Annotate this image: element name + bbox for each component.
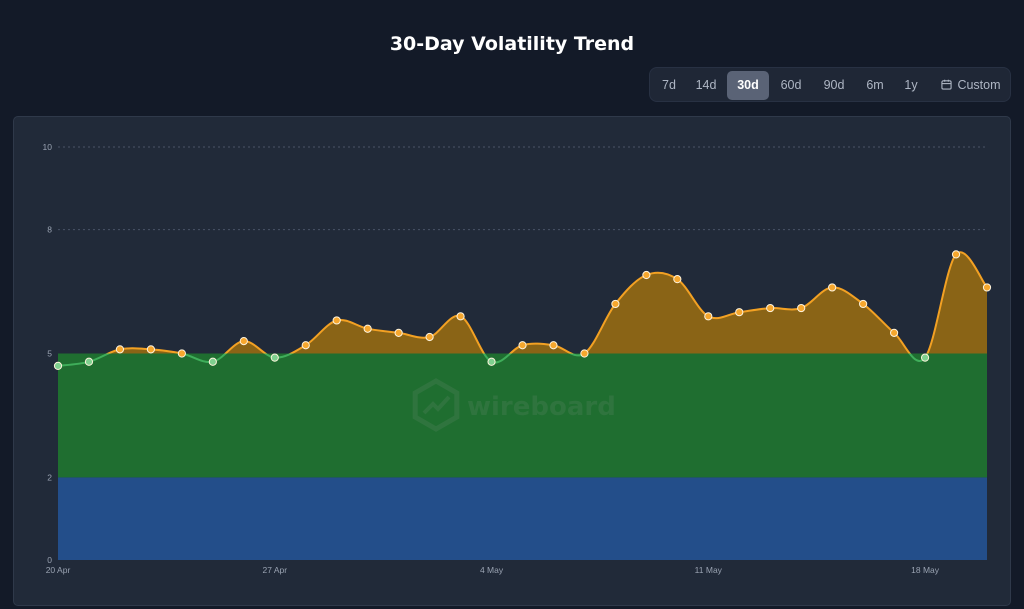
threshold-band-0 (58, 477, 987, 560)
range-90d-button[interactable]: 90d (823, 78, 845, 92)
data-point (766, 303, 775, 313)
above-threshold-area (58, 252, 987, 354)
range-7d-button[interactable]: 7d (662, 78, 676, 92)
data-point (673, 275, 682, 284)
data-point (580, 349, 589, 358)
data-point (549, 341, 558, 350)
data-point (394, 328, 403, 337)
range-30d-button[interactable]: 30d (727, 71, 769, 100)
data-point (982, 283, 992, 292)
range-1y-button[interactable]: 1y (904, 78, 918, 92)
data-point (735, 308, 744, 317)
data-point (797, 303, 806, 313)
volatility-chart: 0 2 5 8 10 20 Apr 27 Apr 4 May 11 May 18 May wireb… (43, 142, 992, 575)
y-tick-label: 5 (47, 349, 52, 359)
data-point (456, 312, 465, 321)
data-point (487, 357, 496, 366)
wireboard-logo-icon (412, 378, 460, 432)
data-point (208, 357, 217, 366)
threshold-band-1 (58, 353, 987, 478)
data-point (332, 316, 341, 325)
x-tick-label: 20 Apr (46, 565, 71, 575)
data-point (920, 353, 930, 362)
data-point (828, 283, 837, 292)
data-point (115, 345, 125, 354)
data-point (53, 361, 63, 370)
data-point (146, 345, 155, 354)
range-6m-button[interactable]: 6m (866, 78, 884, 92)
data-point (425, 332, 434, 342)
chart-panel: 0 2 5 8 10 20 Apr 27 Apr 4 May 11 May 18 May wireb… (13, 116, 1011, 606)
x-tick-label: 4 May (480, 565, 504, 575)
data-point (270, 353, 279, 362)
data-point (84, 357, 94, 366)
range-14d-button[interactable]: 14d (695, 78, 717, 92)
time-range-selector: 7d 14d 30d 60d 90d 6m 1y Custom (649, 67, 1011, 102)
data-point (859, 299, 868, 309)
trend-check-icon (422, 395, 451, 415)
range-custom-button[interactable]: Custom (932, 71, 1010, 100)
custom-range-label: Custom (957, 78, 1001, 92)
data-point (239, 337, 248, 346)
y-tick-label: 2 (47, 472, 52, 482)
range-60d-button[interactable]: 60d (780, 78, 802, 92)
data-point (518, 341, 527, 350)
x-tick-label: 11 May (695, 565, 723, 575)
data-point (301, 341, 310, 350)
data-point (951, 250, 961, 259)
chart-title: 30-Day Volatility Trend (389, 33, 635, 55)
y-tick-label: 8 (47, 225, 52, 235)
data-point (642, 270, 651, 280)
watermark-logo: wireboard (412, 378, 616, 432)
watermark-text: wireboard (467, 392, 616, 422)
y-tick-label: 0 (47, 555, 52, 565)
data-point (611, 299, 620, 309)
data-point (363, 324, 372, 333)
y-tick-label: 10 (43, 142, 53, 152)
x-tick-label: 27 Apr (262, 565, 287, 575)
data-point (890, 328, 899, 337)
data-point (177, 349, 186, 358)
data-point (704, 312, 713, 321)
calendar-icon (941, 79, 953, 90)
x-tick-label: 18 May (911, 565, 940, 575)
